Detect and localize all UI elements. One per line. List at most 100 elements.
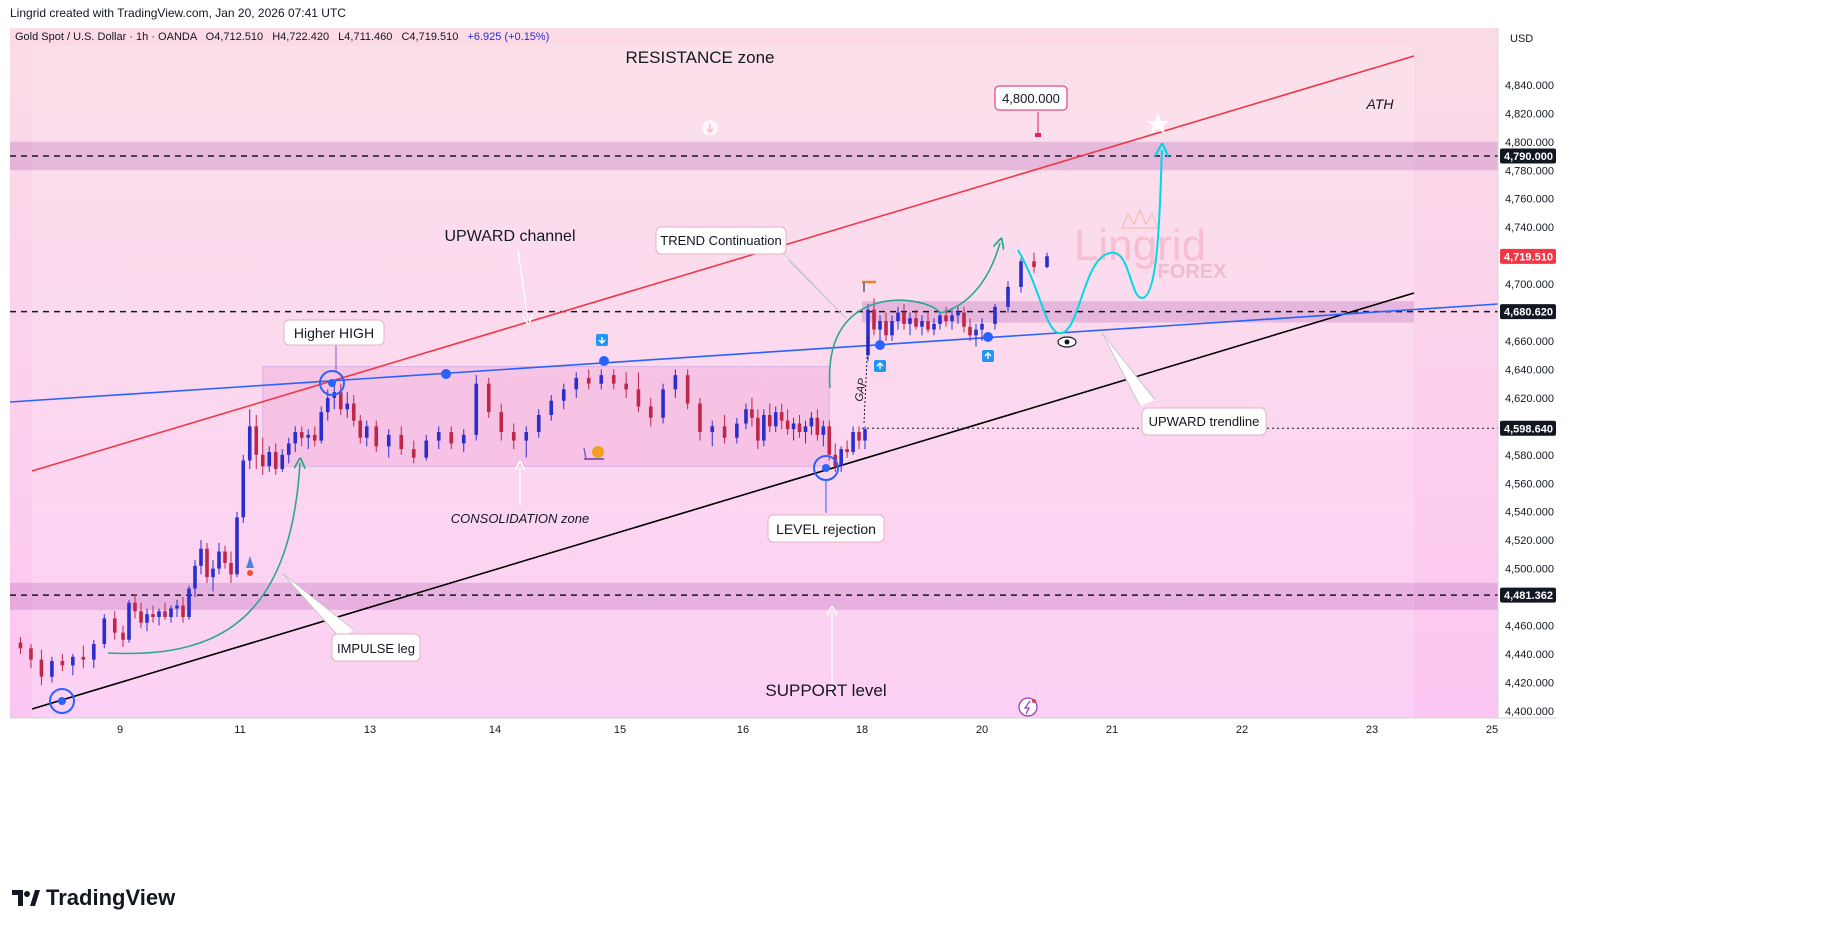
chart-credit: Lingrid created with TradingView.com, Ja… [10,6,346,20]
candle-body [710,426,715,433]
projection-path [1017,150,1162,335]
candle-body [586,377,591,384]
candle-body [199,548,203,566]
level-rejection-label: LEVEL rejection [776,521,876,537]
candle-body [139,611,143,623]
candle-body [351,403,356,421]
candle-body [338,392,343,410]
rocket-icon [246,556,254,576]
candle-body [92,644,96,660]
candle-body [611,375,616,384]
candle-body [39,659,44,677]
y-tick-label: 4,540.000 [1505,507,1554,519]
candle-body [574,377,579,390]
continuation-arrow [829,243,1000,389]
callout-trend-continuation: TREND Continuation [655,226,787,255]
candle-body [773,412,778,427]
zone-support [10,582,1498,610]
candle-body [50,661,54,677]
ohlc-change: +6.925 (+0.15%) [467,31,549,43]
candle-body [872,309,876,330]
candle-body [449,432,454,444]
ohlc-close: C4,719.510 [401,31,458,43]
candle-body [81,656,86,660]
candle-body [785,420,790,430]
candle-body [223,551,227,563]
candlestick-series [18,252,1049,686]
y-tick-label: 4,400.000 [1505,706,1554,718]
price-chart[interactable]: Lingrid FOREX [9,28,1826,868]
watermark-main: Lingrid [1074,221,1206,270]
candle-body [280,454,285,470]
ath-label: ATH [1366,96,1395,112]
chart-container[interactable]: Lingrid FOREX [9,28,1826,868]
annotation-shapes [49,112,1169,717]
candle-body [932,323,936,330]
tradingview-brand[interactable]: TradingView [12,885,175,911]
candle-body [411,449,416,458]
currency-label: USD [1510,33,1533,45]
x-tick-label: 9 [117,724,123,736]
candle-body [938,315,942,324]
candle-body [827,426,832,455]
candle-body [486,383,491,413]
candle-body [863,429,867,441]
candle-body [151,614,155,617]
candle-body [386,434,391,447]
currency-button[interactable] [1502,28,1552,48]
consolidation-box [262,366,830,467]
svg-text:Gold Spot / U.S. Dollar · 1h ·: Gold Spot / U.S. Dollar · 1h · OANDA O4,… [15,31,549,43]
upward-trendline [9,303,1499,403]
symbol-name: Gold Spot / U.S. Dollar · 1h · OANDA [15,31,198,43]
y-tick-label: 4,800.000 [1505,137,1554,149]
callout-higher-high: Higher HIGH [283,319,385,346]
resistance-zone-label: RESISTANCE zone [626,48,775,67]
watermark: Lingrid FOREX [1074,208,1227,283]
candle-body [358,420,363,438]
target-marker [1035,133,1041,137]
candle-body [511,432,516,441]
candle-body [756,417,760,441]
candle-body [524,432,529,441]
candle-body [499,412,504,433]
candle-body [260,454,265,467]
candle-body [857,432,861,441]
price-tag [1500,148,1556,164]
candle-body [968,326,972,336]
impulse-leg-label: IMPULSE leg [337,641,415,656]
y-tick-label: 4,440.000 [1505,649,1554,661]
candle-body [599,375,604,384]
y-tick-label: 4,780.000 [1505,165,1554,177]
channel-upper-line [31,55,1415,472]
y-tick-label: 4,420.000 [1505,677,1554,689]
candle-body [163,611,167,617]
candle-body [890,321,894,336]
price-tag [1500,420,1556,436]
trendline-touch [599,356,609,366]
price-tag-label: 4,680.620 [1504,307,1553,319]
candle-body [536,414,541,433]
candle-body [866,309,870,356]
candle-body [821,426,826,435]
candle-body [169,608,173,617]
candle-body [102,618,107,645]
tradingview-logo-icon [12,890,40,906]
candle-body [884,321,888,336]
candle-body [374,426,379,447]
support-level-label: SUPPORT level [765,681,886,700]
pivot-marker [822,464,830,472]
candle-body [211,568,215,578]
symbol-legend[interactable]: Gold Spot / U.S. Dollar · 1h · OANDA O4,… [15,31,549,43]
time-axis[interactable]: 9 11 13 14 15 16 18 20 21 22 23 25 [10,717,1556,740]
candle-body [312,434,317,441]
x-tick-label: 20 [976,724,988,736]
candle-body [962,312,966,327]
candle-body [896,312,900,322]
candle-body [424,440,429,458]
price-axis[interactable]: USD 4,840.000 4,820.000 4,800.000 4,780.000… [1497,28,1556,740]
x-tick-label: 11 [234,724,245,736]
candle-body [299,432,304,438]
candle-body [803,426,808,433]
candle-body [661,389,665,418]
candle-body [744,409,748,424]
